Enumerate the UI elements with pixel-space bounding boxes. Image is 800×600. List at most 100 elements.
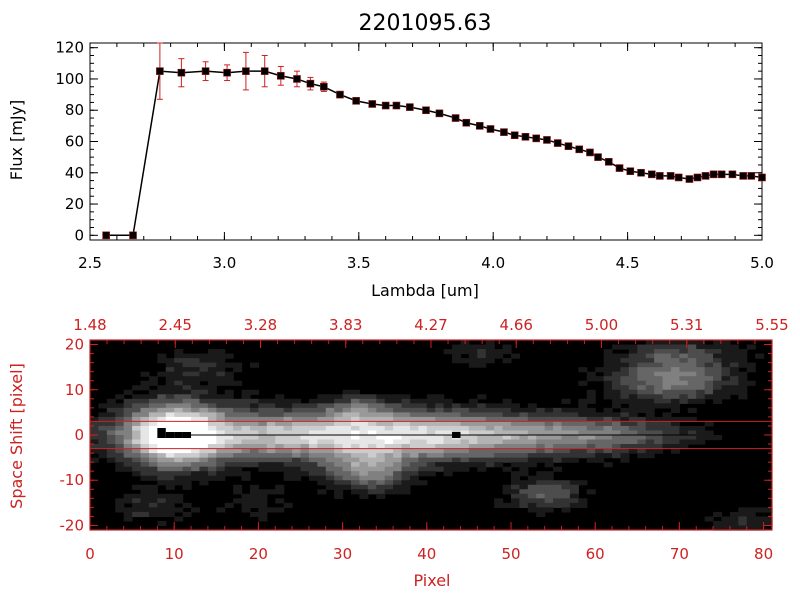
image-cell <box>704 380 714 386</box>
image-cell <box>510 498 521 504</box>
image-cell <box>182 484 192 490</box>
image-cell <box>561 480 571 486</box>
image-cell <box>191 398 201 404</box>
image-cell <box>266 439 276 445</box>
image-cell <box>292 462 302 468</box>
image-cell <box>746 520 756 527</box>
image-cell <box>696 340 706 346</box>
image-cell <box>283 466 293 472</box>
image-cell <box>569 430 579 436</box>
data-point <box>604 158 613 166</box>
image-cell <box>123 448 133 454</box>
image-cell <box>452 412 462 418</box>
image-cell <box>654 421 664 427</box>
image-cell <box>342 466 352 472</box>
image-cell <box>140 403 150 409</box>
image-cell <box>325 484 335 490</box>
image-cell <box>216 358 226 364</box>
image-cell <box>426 430 436 436</box>
image-cell <box>216 453 226 459</box>
image-cell <box>670 358 680 364</box>
image-cell <box>207 439 217 445</box>
image-cell <box>738 389 748 395</box>
image-cell <box>207 403 217 409</box>
image-cell <box>376 421 386 427</box>
image-cell <box>249 484 259 490</box>
image-cell <box>510 416 521 423</box>
image-cell <box>696 349 706 355</box>
image-cell <box>334 480 344 486</box>
image-cell <box>654 349 664 355</box>
image-cell <box>342 453 352 459</box>
image-cell <box>645 430 655 436</box>
image-cell <box>586 412 596 418</box>
image-cell <box>612 453 622 459</box>
image-cell <box>477 394 487 400</box>
data-point <box>293 75 301 83</box>
image-cell <box>216 457 226 463</box>
image-cell <box>696 430 706 436</box>
image-cell <box>721 353 731 359</box>
image-cell <box>393 457 403 463</box>
image-cell <box>485 435 495 441</box>
image-cell <box>148 453 158 459</box>
image-cell <box>704 389 714 395</box>
image-cell <box>662 398 672 404</box>
image-cell <box>729 511 739 518</box>
image-cell <box>342 398 352 404</box>
image-cell <box>317 407 327 413</box>
image-cell <box>485 344 495 350</box>
image-cell <box>628 385 638 391</box>
image-cell <box>477 358 487 364</box>
image-cell <box>401 416 411 423</box>
image-cell <box>308 466 318 472</box>
image-cell <box>224 416 234 423</box>
image-cell <box>224 439 234 445</box>
image-cell <box>106 457 116 463</box>
image-cell <box>763 507 773 513</box>
image-cell <box>485 340 495 346</box>
image-cell <box>207 448 217 454</box>
image-cell <box>536 511 546 518</box>
image-cell <box>713 520 723 527</box>
image-cell <box>258 430 268 436</box>
image-cell <box>367 484 377 490</box>
image-cell <box>224 425 234 432</box>
image-cell <box>191 466 201 472</box>
image-cell <box>452 462 462 468</box>
image-cell <box>283 435 293 441</box>
data-point <box>201 67 210 75</box>
image-cell <box>519 435 529 441</box>
image-cell <box>687 367 697 373</box>
image-cell <box>157 353 167 359</box>
image-cell <box>123 511 133 518</box>
image-cell <box>713 511 723 518</box>
image-cell <box>182 376 192 382</box>
image-cell <box>174 493 184 499</box>
image-cell <box>460 466 470 472</box>
data-point <box>368 100 377 108</box>
image-cell <box>536 430 546 436</box>
image-cell <box>325 394 335 400</box>
image-cell <box>670 344 680 350</box>
image-cell <box>696 398 706 404</box>
image-cell <box>409 407 419 413</box>
x-tick-label: 3.0 <box>212 254 236 272</box>
image-cell <box>527 412 537 418</box>
image-cell <box>258 416 268 423</box>
image-cell <box>502 407 512 413</box>
image-cell <box>494 502 504 508</box>
image-cell <box>645 403 655 409</box>
image-cell <box>401 394 411 400</box>
image-cell <box>494 353 504 359</box>
image-cell <box>443 349 453 355</box>
image-cell <box>418 444 428 450</box>
image-cell <box>620 367 630 373</box>
image-cell <box>106 398 116 404</box>
image-cell <box>620 353 630 359</box>
image-cell <box>544 493 554 499</box>
image-cell <box>258 435 268 441</box>
image-cell <box>578 502 588 508</box>
data-point <box>102 231 110 240</box>
image-cell <box>376 394 386 400</box>
